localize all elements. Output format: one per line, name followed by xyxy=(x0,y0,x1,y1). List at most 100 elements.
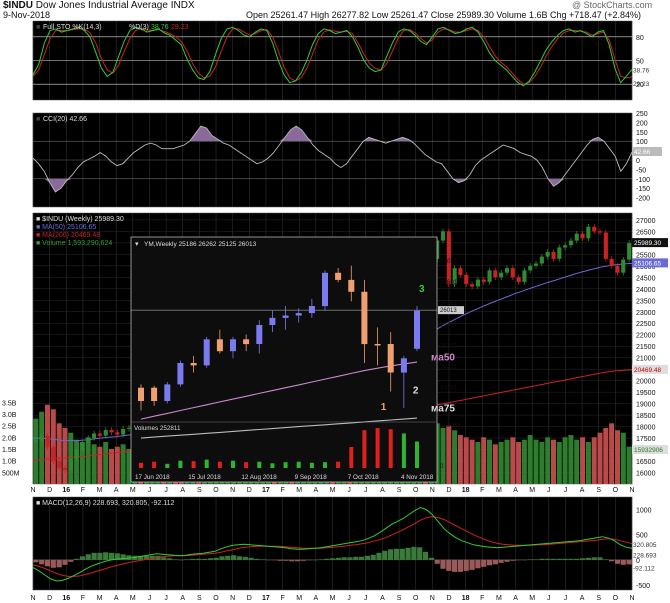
month-label-bottom: J xyxy=(547,595,551,602)
price-title-label: ■ $INDU (Weekly) 25989.30 xyxy=(36,216,124,223)
macd-tick-label: -500 xyxy=(636,583,650,590)
month-label-bottom: M xyxy=(529,595,535,602)
price-candle xyxy=(510,268,515,278)
price-tick-label: 27000 xyxy=(636,218,656,225)
month-label: D xyxy=(446,487,451,494)
open-value: 25261.47 xyxy=(270,10,309,20)
macd-histogram-bar xyxy=(574,558,580,560)
stoch-tick-label: 20 xyxy=(636,82,644,89)
inset-volume-bar xyxy=(296,461,301,468)
volume-label: Volume xyxy=(496,10,527,20)
volume-bar xyxy=(545,437,551,484)
macd-histogram-bar xyxy=(510,559,516,561)
month-label: A xyxy=(380,487,385,494)
inset-volume-bar xyxy=(244,462,249,468)
macd-histogram-bar xyxy=(609,559,615,562)
inset-candle xyxy=(322,272,328,307)
volume-bar xyxy=(109,449,114,484)
macd-histogram-bar xyxy=(120,554,126,560)
cci-value-readout: 42.66 xyxy=(634,149,651,156)
exchange-label: INDX xyxy=(170,0,195,11)
price-candle xyxy=(499,272,504,278)
inset-volume-title: Volumes 252811 xyxy=(134,425,181,432)
inset-candle xyxy=(151,387,158,401)
macd-histogram-bar xyxy=(167,558,173,560)
macd-histogram-bar xyxy=(521,559,527,561)
macd-histogram-bar xyxy=(103,552,109,560)
watermark: @ StockCharts.com xyxy=(572,0,653,10)
month-label: F xyxy=(81,487,85,494)
inset-tick-label: 25271 xyxy=(440,342,458,349)
month-label: M xyxy=(97,487,103,494)
volume-bar xyxy=(440,428,446,484)
inset-candle xyxy=(230,339,236,352)
macd-histogram-bar xyxy=(108,552,115,560)
stoch-d-label: %D(3) xyxy=(129,24,149,31)
macd-histogram-bar xyxy=(498,559,504,563)
macd-histogram-bar xyxy=(393,548,400,560)
stoch-k-readout: 38.76 xyxy=(633,67,650,74)
inset-tick-label: 25711 xyxy=(440,321,457,328)
month-label-bottom: S xyxy=(197,595,202,602)
inset-volume-bar xyxy=(257,461,262,468)
ma50-annotation: ма50 xyxy=(431,352,455,363)
month-label: A xyxy=(114,487,119,494)
macd-histogram-bar xyxy=(219,556,225,560)
price-candle xyxy=(493,270,498,278)
month-label: A xyxy=(580,487,585,494)
macd-histogram-bar xyxy=(143,555,149,560)
month-label: N xyxy=(430,487,435,494)
month-label: 18 xyxy=(462,487,470,494)
macd-histogram-bar xyxy=(504,559,510,562)
price-candle xyxy=(63,467,68,471)
inset-volume-bar xyxy=(270,463,275,468)
macd-histogram-bar xyxy=(172,559,179,560)
ma50-legend-label: ■ MA(50) 25106.65 xyxy=(36,224,96,231)
price-tick-label: 20000 xyxy=(636,379,656,386)
month-label-bottom: A xyxy=(380,595,385,602)
macd-histogram-bar xyxy=(207,558,213,560)
price-candle xyxy=(580,233,585,239)
macd-histogram-bar xyxy=(329,558,336,560)
macd-histogram-bar xyxy=(580,558,586,560)
cci-tick-label: 200 xyxy=(636,120,648,127)
inset-candle xyxy=(177,363,184,385)
macd-histogram-bar xyxy=(231,555,237,560)
month-label: M xyxy=(330,487,336,494)
inset-volume-bar xyxy=(231,460,235,468)
macd-histogram-bar xyxy=(126,555,132,560)
inset-current-box xyxy=(438,306,464,315)
cci-tick-label: -200 xyxy=(636,196,650,203)
volume-bar xyxy=(85,437,91,484)
macd-hist-readout: -92.112 xyxy=(633,565,655,572)
volume-bar xyxy=(498,442,504,484)
inset-candle xyxy=(269,317,276,325)
macd-value-readout: 228.693 xyxy=(633,552,657,559)
month-label: J xyxy=(164,487,168,494)
price-tick-label: 26500 xyxy=(636,229,656,236)
price-tick-label: 19500 xyxy=(636,390,656,397)
price-candle xyxy=(74,449,79,459)
price-candle xyxy=(534,263,539,266)
price-candle xyxy=(92,433,97,439)
month-label: S xyxy=(397,487,402,494)
price-candle xyxy=(603,232,608,259)
inset-volume-zero-label: 0 xyxy=(440,463,444,470)
macd-histogram-bar xyxy=(283,559,289,561)
inset-volume-bar xyxy=(362,430,367,468)
inset-volume-bar xyxy=(204,459,209,468)
stoch-d-value: 29.23 xyxy=(171,24,189,31)
price-candle xyxy=(45,435,50,448)
volume-bar xyxy=(126,449,132,484)
macd-histogram-bar xyxy=(399,548,405,560)
volume-value-readout: 15932906 xyxy=(634,447,663,454)
volume-bar xyxy=(574,439,580,484)
macd-histogram-bar xyxy=(481,559,487,567)
price-tick-label: 24500 xyxy=(636,275,656,282)
macd-histogram-bar xyxy=(417,547,423,560)
month-label-bottom: S xyxy=(397,595,402,602)
macd-histogram-bar xyxy=(265,559,272,561)
inset-volume-max-label: 438434 xyxy=(440,422,461,429)
macd-line xyxy=(32,507,633,582)
month-label-bottom: M xyxy=(496,595,502,602)
